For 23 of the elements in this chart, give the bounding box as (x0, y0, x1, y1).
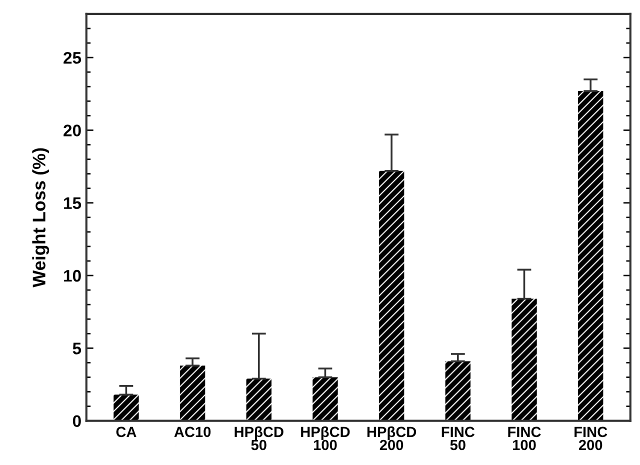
y-axis-title: Weight Loss (%) (32, 148, 50, 288)
y-tick-label: 15 (64, 197, 82, 210)
x-tick-label: FINC 50 (442, 426, 475, 450)
y-tick-label: 10 (64, 270, 81, 282)
x-tick-label: HPβCD 50 (234, 426, 284, 450)
x-tick-label: FINC 200 (574, 426, 608, 450)
bar (246, 378, 272, 421)
bar (512, 298, 537, 421)
x-tick-label: HPβCD 200 (367, 426, 416, 450)
bar (578, 90, 604, 421)
x-tick-label: HPβCD 100 (301, 426, 350, 450)
bar (445, 361, 471, 421)
bar (312, 377, 338, 421)
x-tick-label: FINC 100 (508, 426, 541, 450)
y-tick-label: 25 (64, 52, 82, 64)
x-tick-label: CA (116, 426, 136, 438)
bar (378, 170, 404, 421)
x-tick-label: AC10 (174, 426, 211, 438)
bar (180, 366, 206, 421)
y-tick-label: 20 (64, 124, 81, 136)
y-tick-label: 5 (72, 342, 82, 354)
y-tick-label: 0 (72, 415, 81, 428)
bar (114, 394, 139, 421)
